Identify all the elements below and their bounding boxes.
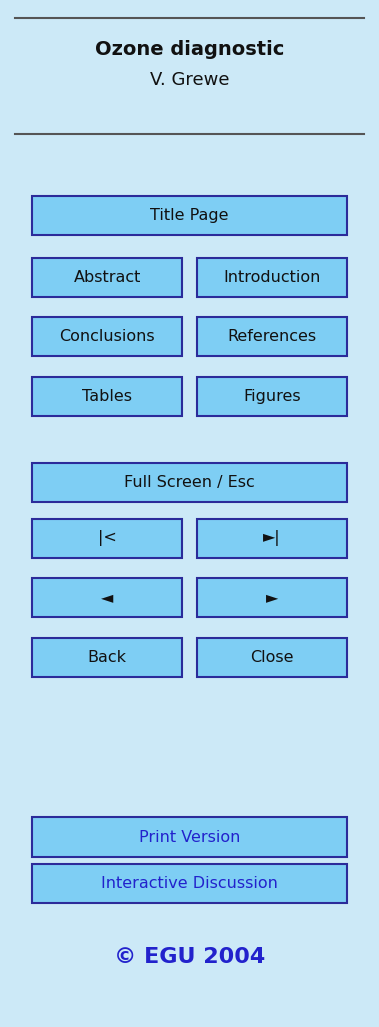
Text: V. Grewe: V. Grewe	[150, 71, 229, 89]
Text: References: References	[227, 330, 316, 344]
Text: Conclusions: Conclusions	[59, 330, 155, 344]
Text: Close: Close	[250, 650, 294, 664]
FancyBboxPatch shape	[32, 463, 347, 502]
FancyBboxPatch shape	[32, 817, 347, 857]
FancyBboxPatch shape	[32, 317, 182, 356]
FancyBboxPatch shape	[197, 519, 347, 558]
Text: |<: |<	[98, 530, 116, 546]
Text: ►: ►	[266, 591, 278, 605]
FancyBboxPatch shape	[197, 578, 347, 617]
FancyBboxPatch shape	[32, 578, 182, 617]
FancyBboxPatch shape	[32, 864, 347, 903]
Text: Tables: Tables	[82, 389, 132, 404]
Text: Abstract: Abstract	[74, 270, 141, 284]
FancyBboxPatch shape	[32, 519, 182, 558]
FancyBboxPatch shape	[32, 377, 182, 416]
Text: © EGU 2004: © EGU 2004	[114, 947, 265, 967]
Text: Ozone diagnostic: Ozone diagnostic	[95, 40, 284, 59]
Text: Interactive Discussion: Interactive Discussion	[101, 876, 278, 890]
FancyBboxPatch shape	[32, 258, 182, 297]
FancyBboxPatch shape	[32, 638, 182, 677]
Text: ►|: ►|	[263, 530, 281, 546]
FancyBboxPatch shape	[197, 317, 347, 356]
FancyBboxPatch shape	[197, 638, 347, 677]
FancyBboxPatch shape	[32, 196, 347, 235]
Text: Title Page: Title Page	[150, 208, 229, 223]
Text: Print Version: Print Version	[139, 830, 240, 844]
Text: Back: Back	[88, 650, 127, 664]
FancyBboxPatch shape	[197, 258, 347, 297]
Text: Introduction: Introduction	[223, 270, 321, 284]
Text: Full Screen / Esc: Full Screen / Esc	[124, 476, 255, 490]
FancyBboxPatch shape	[197, 377, 347, 416]
Text: Figures: Figures	[243, 389, 301, 404]
Text: ◄: ◄	[101, 591, 113, 605]
